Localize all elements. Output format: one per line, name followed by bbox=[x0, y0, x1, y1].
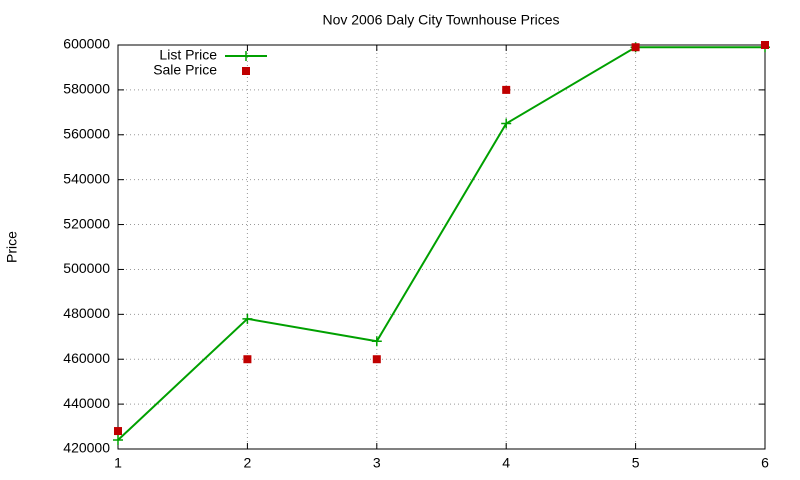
y-tick-label: 520000 bbox=[63, 215, 110, 231]
chart-title: Nov 2006 Daly City Townhouse Prices bbox=[322, 12, 559, 28]
point bbox=[371, 336, 382, 347]
y-tick-label: 560000 bbox=[63, 125, 110, 141]
plot-border bbox=[117, 44, 766, 450]
y-tick-label: 420000 bbox=[63, 440, 110, 456]
x-tick-label: 2 bbox=[244, 455, 252, 471]
x-tick-label: 3 bbox=[373, 455, 381, 471]
x-tick-label: 6 bbox=[761, 455, 769, 471]
y-tick-label: 440000 bbox=[63, 395, 110, 411]
point bbox=[114, 427, 122, 436]
legend-label: List Price bbox=[159, 47, 217, 63]
y-tick-label: 500000 bbox=[63, 260, 110, 276]
y-tick-label: 460000 bbox=[63, 350, 110, 366]
y-tick-label: 480000 bbox=[63, 305, 110, 321]
x-tick-label: 1 bbox=[114, 455, 122, 471]
point bbox=[631, 43, 640, 52]
series-line bbox=[117, 46, 765, 441]
y-tick-label: 580000 bbox=[63, 81, 110, 97]
point bbox=[113, 435, 123, 446]
point bbox=[243, 355, 252, 364]
x-tick-label: 4 bbox=[502, 455, 510, 471]
x-tick-label: 5 bbox=[632, 455, 640, 471]
legend-swatch bbox=[241, 51, 251, 61]
point bbox=[501, 118, 512, 129]
point bbox=[242, 313, 253, 324]
point bbox=[502, 85, 511, 94]
point bbox=[372, 355, 381, 364]
y-axis-label: Price bbox=[4, 231, 20, 263]
point bbox=[761, 41, 769, 49]
legend-label: Sale Price bbox=[153, 62, 217, 78]
legend-swatch bbox=[242, 67, 250, 75]
y-tick-label: 540000 bbox=[63, 170, 110, 186]
y-tick-label: 600000 bbox=[63, 36, 110, 52]
